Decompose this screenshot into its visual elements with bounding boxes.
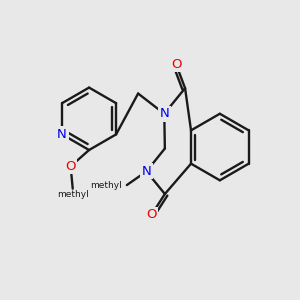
Text: N: N	[57, 128, 67, 141]
Text: O: O	[171, 58, 181, 71]
Text: methyl: methyl	[91, 181, 122, 190]
Text: methyl: methyl	[57, 190, 88, 199]
Text: O: O	[65, 160, 76, 173]
Text: O: O	[146, 208, 157, 221]
Text: N: N	[159, 107, 169, 120]
Text: N: N	[142, 165, 151, 178]
